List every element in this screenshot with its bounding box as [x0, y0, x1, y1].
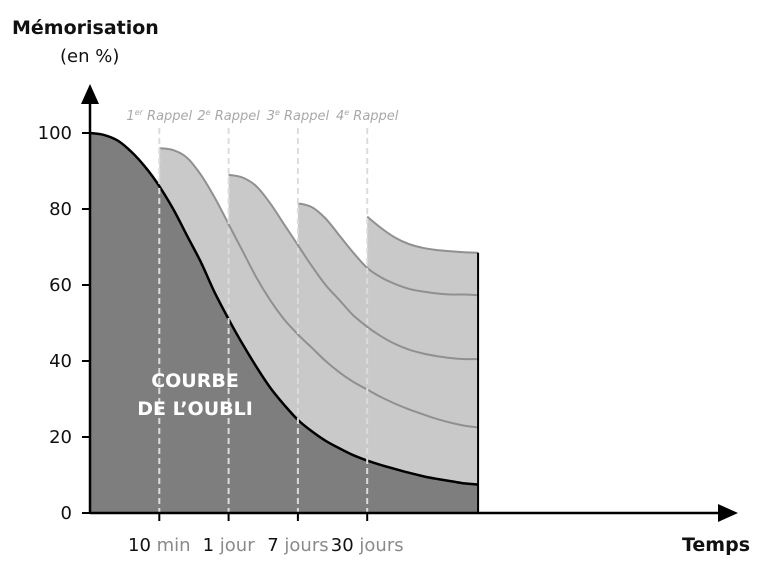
forgetting-curve-line	[89, 131, 479, 486]
x-tick-number: 10	[128, 535, 157, 556]
y-tick-label-100: 100	[38, 123, 72, 144]
y-axis-unit: (en %)	[60, 46, 119, 67]
review-curve-2	[228, 173, 479, 361]
review-label-1: 1er Rappel	[126, 108, 192, 124]
review-ordinal: e	[344, 108, 349, 117]
y-axis-title: Mémorisation	[12, 17, 159, 39]
x-tick-unit: jours	[283, 535, 328, 556]
review-curve-3	[297, 202, 479, 297]
x-axis-title: Temps	[682, 534, 750, 556]
x-tick-label-2: 1 jour	[203, 535, 256, 556]
review-curve-1	[159, 147, 479, 429]
x-tick-number: 1	[203, 535, 220, 556]
review-ordinal: e	[206, 108, 211, 117]
review-area-4	[367, 216, 479, 513]
review-word: Rappel	[211, 109, 261, 124]
x-axis-arrow-icon	[718, 504, 738, 522]
y-tick-label-60: 60	[49, 275, 72, 296]
x-tick-label-1: 10 min	[128, 535, 191, 556]
y-tick-label-40: 40	[49, 351, 72, 372]
review-number: 3	[267, 109, 275, 124]
curve-label-line-1: COURBE	[151, 370, 239, 392]
review-curve-4	[366, 215, 479, 254]
curve-label-line-2: DE L’OUBLI	[137, 398, 253, 420]
x-tick-label-4: 30 jours	[331, 535, 404, 556]
x-tick-label-3: 7 jours	[267, 535, 328, 556]
review-number: 1	[126, 109, 134, 124]
review-ordinal: e	[275, 108, 280, 117]
review-ordinal: er	[135, 108, 144, 117]
x-tick-unit: jour	[219, 535, 255, 556]
review-number: 2	[197, 109, 205, 124]
chart-labels: 0 20 40 60 80 100 10 min 1 jour 7 jours 30 jours 1…	[12, 17, 750, 556]
forgetting-area	[90, 133, 479, 513]
review-guide-lines	[158, 128, 369, 513]
review-word: Rappel	[280, 109, 330, 124]
x-tick-number: 30	[331, 535, 360, 556]
review-label-3: 3e Rappel	[267, 108, 330, 124]
review-label-4: 4e Rappel	[336, 108, 399, 124]
review-number: 4	[336, 109, 344, 124]
chart-areas	[89, 131, 480, 514]
x-tick-unit: jours	[358, 535, 403, 556]
axes	[81, 84, 738, 522]
y-axis-arrow-icon	[81, 84, 99, 104]
review-word: Rappel	[143, 109, 193, 124]
x-tick-number: 7	[267, 535, 284, 556]
x-tick-unit: min	[157, 535, 191, 556]
review-label-2: 2e Rappel	[197, 108, 260, 124]
y-tick-label-80: 80	[49, 199, 72, 220]
y-tick-label-0: 0	[61, 503, 72, 524]
review-word: Rappel	[349, 109, 399, 124]
y-tick-label-20: 20	[49, 427, 72, 448]
